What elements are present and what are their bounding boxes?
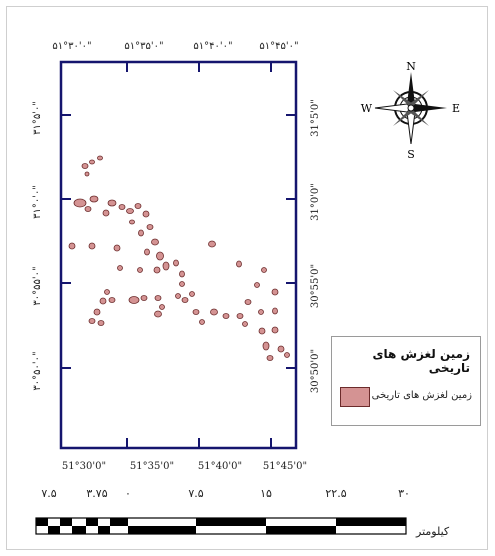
lon-label-bottom-1: 51°30'0" — [62, 461, 106, 472]
scale-label-7: ۳۰ — [398, 487, 410, 500]
lat-label-left-4: ۳۰°۵۰'۰" — [32, 351, 43, 390]
lon-label-bottom-2: 51°35'0" — [130, 461, 174, 472]
north-arrow: N S E W — [361, 60, 460, 161]
legend-item-label: زمین لغزش های تاریخی — [371, 390, 472, 401]
scale-unit-label: کیلومتر — [416, 525, 450, 538]
compass-w-label: W — [361, 102, 373, 115]
legend-title: زمین لغزش های تاریخی — [372, 347, 470, 375]
lon-label-top-4: ۵۱°۴۵'۰" — [259, 41, 298, 52]
lat-label-left-3: ۳۰°۵۵'۰" — [32, 266, 43, 305]
lon-label-bottom-4: 51°45'0" — [263, 461, 307, 472]
map-sheet — [6, 6, 488, 550]
scale-bar — [35, 517, 407, 535]
lat-label-right-3: 30°55'0" — [310, 264, 321, 308]
landslide-polygons — [68, 155, 290, 361]
lat-label-left-1: ۳۱°۵'۰" — [32, 101, 43, 135]
lat-label-right-4: 30°50'0" — [310, 349, 321, 393]
lat-label-right-2: 31°0'0" — [310, 183, 321, 221]
scale-label-1: ۷.۵ — [41, 487, 56, 500]
scale-label-2: ۳.۷۵ — [86, 487, 107, 500]
compass-n-label: N — [406, 60, 416, 73]
scale-label-4: ۷.۵ — [188, 487, 203, 500]
compass-e-label: E — [452, 102, 460, 115]
compass-s-label: S — [407, 148, 415, 161]
lat-label-right-1: 31°5'0" — [310, 99, 321, 137]
legend-box: زمین لغزش های تاریخی زمین لغزش های تاریخ… — [331, 336, 481, 426]
scale-label-3: ۰ — [125, 487, 131, 500]
scale-label-5: ۱۵ — [260, 487, 272, 500]
graticule-ticks — [60, 62, 296, 448]
lon-label-top-3: ۵۱°۴۰'۰" — [193, 41, 232, 52]
map-frame — [59, 60, 298, 450]
lon-label-top-1: ۵۱°۳۰'۰" — [52, 41, 91, 52]
legend-swatch — [340, 387, 370, 407]
scale-label-6: ۲۲.۵ — [325, 487, 346, 500]
lon-label-bottom-3: 51°40'0" — [198, 461, 242, 472]
lon-label-top-2: ۵۱°۳۵'۰" — [124, 41, 163, 52]
lat-label-left-2: ۳۱°۰'۰" — [32, 185, 43, 219]
